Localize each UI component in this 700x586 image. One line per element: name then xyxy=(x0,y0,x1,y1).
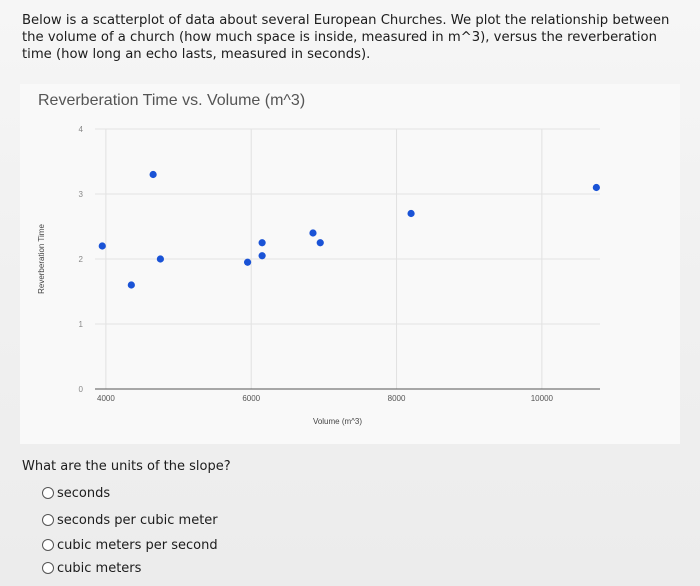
x-tick-label: 8000 xyxy=(388,394,406,403)
option-label: seconds xyxy=(57,485,111,501)
x-axis-title: Volume (m^3) xyxy=(313,417,362,426)
y-tick-label: 4 xyxy=(79,125,84,134)
data-point xyxy=(316,239,324,247)
option-label: cubic meters xyxy=(57,560,142,576)
y-tick-label: 0 xyxy=(79,385,84,394)
data-point xyxy=(243,258,252,266)
y-axis-title: Reverberation Time xyxy=(37,224,46,294)
data-point xyxy=(309,229,317,237)
intro-text: Below is a scatterplot of data about sev… xyxy=(22,13,670,62)
radio-button[interactable] xyxy=(42,539,54,551)
data-point xyxy=(156,255,164,263)
data-point xyxy=(149,170,157,179)
data-point xyxy=(258,252,266,260)
radio-button[interactable] xyxy=(42,562,54,574)
x-tick-label: 6000 xyxy=(242,394,260,403)
y-tick-label: 1 xyxy=(79,320,84,329)
data-point xyxy=(127,281,135,289)
option-seconds-per-cubic-meter[interactable]: seconds per cubic meter xyxy=(42,507,218,533)
option-seconds[interactable]: seconds xyxy=(42,480,218,506)
y-tick-label: 3 xyxy=(79,190,84,199)
data-point xyxy=(98,242,106,250)
radio-button[interactable] xyxy=(42,487,54,499)
data-point xyxy=(258,239,266,247)
option-cubic-meters[interactable]: cubic meters xyxy=(42,557,218,579)
x-tick-label: 4000 xyxy=(97,394,115,403)
option-label: cubic meters per second xyxy=(57,537,218,553)
radio-button[interactable] xyxy=(42,514,54,526)
scatter-chart: 0 1 2 3 4 4000 6000 8000 10000 Volume (m^3) Reverb… xyxy=(20,84,680,444)
answer-options: seconds seconds per cubic meter cubic me… xyxy=(42,480,218,579)
y-tick-label: 2 xyxy=(79,255,84,264)
data-point xyxy=(407,209,415,218)
question-text: What are the units of the slope? xyxy=(22,459,231,474)
option-cubic-meters-per-second[interactable]: cubic meters per second xyxy=(42,533,218,557)
option-label: seconds per cubic meter xyxy=(57,512,218,528)
chart-svg: 0 1 2 3 4 4000 6000 8000 10000 Volume (m^3) Reverb… xyxy=(37,125,600,426)
chart-title: Reverberation Time vs. Volume (m^3) xyxy=(38,92,306,109)
data-point xyxy=(592,183,600,192)
x-tick-label: 10000 xyxy=(531,394,554,403)
